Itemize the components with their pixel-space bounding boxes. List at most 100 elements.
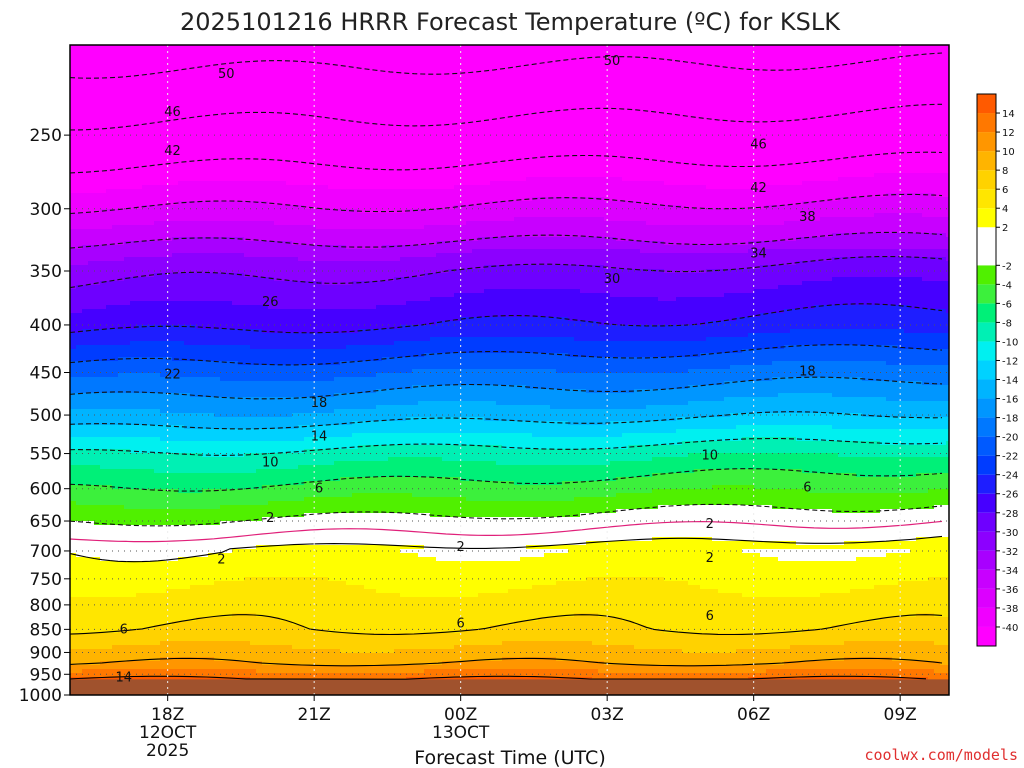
temperature-cell [196, 169, 203, 174]
temperature-cell [190, 289, 197, 294]
temperature-cell [142, 629, 149, 634]
temperature-cell [130, 433, 137, 438]
temperature-cell [142, 409, 149, 414]
temperature-cell [208, 585, 215, 590]
temperature-cell [220, 237, 227, 242]
temperature-cell [118, 65, 125, 70]
temperature-cell [130, 253, 137, 258]
temperature-cell [106, 509, 113, 514]
temperature-cell [190, 549, 197, 554]
temperature-cell [88, 165, 95, 170]
temperature-cell [112, 429, 119, 434]
temperature-cell [100, 541, 107, 546]
temperature-cell [136, 621, 143, 626]
temperature-cell [106, 501, 113, 506]
temperature-cell [232, 85, 239, 90]
temperature-cell [214, 669, 221, 674]
temperature-cell [214, 277, 221, 282]
temperature-cell [154, 405, 161, 410]
temperature-cell [148, 677, 155, 682]
temperature-cell [94, 597, 101, 602]
temperature-cell [238, 617, 245, 622]
temperature-cell [154, 549, 161, 554]
temperature-cell [94, 613, 101, 618]
temperature-cell [82, 377, 89, 382]
temperature-cell [100, 277, 107, 282]
temperature-cell [130, 329, 137, 334]
temperature-cell [154, 665, 161, 670]
temperature-cell [178, 465, 185, 470]
temperature-cell [166, 501, 173, 506]
temperature-cell [124, 341, 131, 346]
temperature-cell [244, 409, 251, 414]
temperature-cell [94, 185, 101, 190]
temperature-cell [226, 473, 233, 478]
temperature-cell [76, 225, 83, 230]
temperature-cell [118, 653, 125, 658]
temperature-cell [220, 441, 227, 446]
temperature-cell [208, 617, 215, 622]
temperature-cell [82, 281, 89, 286]
temperature-cell [136, 277, 143, 282]
temperature-cell [94, 333, 101, 338]
temperature-cell [226, 333, 233, 338]
temperature-cell [244, 297, 251, 302]
temperature-cell [202, 605, 209, 610]
temperature-cell [136, 281, 143, 286]
temperature-cell [190, 237, 197, 242]
temperature-cell [190, 329, 197, 334]
temperature-cell [190, 669, 197, 674]
temperature-cell [232, 421, 239, 426]
temperature-cell [94, 377, 101, 382]
temperature-cell [220, 649, 227, 654]
temperature-cell [184, 205, 191, 210]
temperature-cell [184, 321, 191, 326]
temperature-cell [214, 569, 221, 574]
temperature-cell [220, 489, 227, 494]
temperature-cell [214, 557, 221, 562]
temperature-cell [100, 77, 107, 82]
temperature-cell [130, 185, 137, 190]
temperature-cell [208, 137, 215, 142]
temperature-cell [124, 673, 131, 678]
temperature-cell [100, 629, 107, 634]
temperature-cell [172, 649, 179, 654]
temperature-cell [82, 149, 89, 154]
temperature-cell [250, 309, 257, 314]
temperature-cell [172, 373, 179, 378]
temperature-cell [160, 49, 167, 54]
temperature-cell [202, 81, 209, 86]
temperature-cell [208, 473, 215, 478]
temperature-cell [136, 221, 143, 226]
temperature-cell [214, 185, 221, 190]
temperature-cell [238, 309, 245, 314]
temperature-cell [166, 329, 173, 334]
temperature-cell [100, 249, 107, 254]
temperature-cell [100, 669, 107, 674]
temperature-cell [196, 633, 203, 638]
temperature-cell [94, 161, 101, 166]
temperature-cell [118, 609, 125, 614]
temperature-cell [76, 373, 83, 378]
temperature-cell [154, 465, 161, 470]
temperature-cell [160, 625, 167, 630]
temperature-cell [154, 137, 161, 142]
temperature-cell [112, 613, 119, 618]
temperature-cell [178, 409, 185, 414]
temperature-cell [190, 521, 197, 526]
temperature-cell [238, 505, 245, 510]
temperature-cell [100, 233, 107, 238]
temperature-cell [250, 385, 257, 390]
temperature-cell [124, 441, 131, 446]
temperature-cell [76, 281, 83, 286]
temperature-cell [136, 553, 143, 558]
temperature-cell [196, 669, 203, 674]
temperature-cell [82, 241, 89, 246]
temperature-cell [106, 317, 113, 322]
temperature-cell [70, 505, 77, 510]
temperature-cell [226, 73, 233, 78]
temperature-cell [208, 397, 215, 402]
temperature-cell [130, 665, 137, 670]
temperature-cell [202, 317, 209, 322]
temperature-cell [70, 65, 77, 70]
